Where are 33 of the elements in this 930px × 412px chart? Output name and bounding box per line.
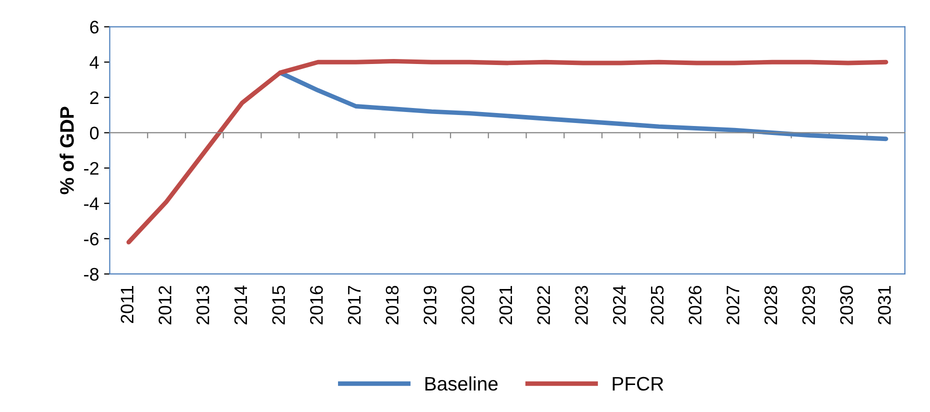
x-tick-label: 2027 [726, 286, 740, 324]
x-tick-label: 2015 [272, 286, 285, 324]
legend-label: PFCR [612, 376, 664, 391]
line-series [126, 58, 888, 244]
y-tick-label: 6 [90, 20, 99, 34]
x-tick-label: 2021 [499, 286, 512, 324]
x-tick-label: 2013 [196, 286, 210, 324]
x-tick-label: 2023 [575, 286, 588, 324]
x-tick-label: 2017 [348, 286, 361, 324]
x-tick-label: 2022 [537, 286, 550, 324]
x-tick-label: 2014 [234, 286, 248, 324]
y-axis-title: % of GDP [60, 106, 74, 194]
legend-label: Baseline [425, 376, 498, 391]
x-tick-label: 2025 [650, 286, 664, 324]
x-tick-label: 2018 [386, 286, 399, 324]
y-tick-label: -8 [84, 268, 99, 281]
x-tick-label: 2031 [878, 286, 891, 324]
y-tick-label: 2 [90, 91, 98, 104]
x-tick-label: 2016 [310, 286, 323, 324]
x-tick-label: 2024 [612, 286, 626, 324]
x-tick-label: 2028 [764, 286, 778, 324]
y-tick-label: 0 [90, 126, 99, 140]
x-tick-label: 2012 [158, 286, 172, 324]
x-tick-label: 2019 [424, 286, 436, 324]
x-tick-label: 2020 [462, 286, 474, 324]
x-tick-label: 2026 [688, 286, 702, 324]
y-tick-label: -6 [84, 232, 99, 246]
y-tick-label: -4 [84, 197, 99, 210]
x-tick-label: 2011 [120, 286, 134, 324]
y-tick-label: 4 [90, 56, 99, 69]
x-tick-label: 2029 [802, 286, 816, 324]
y-tick-label: -2 [84, 162, 98, 175]
x-tick-label: 2030 [840, 286, 853, 324]
